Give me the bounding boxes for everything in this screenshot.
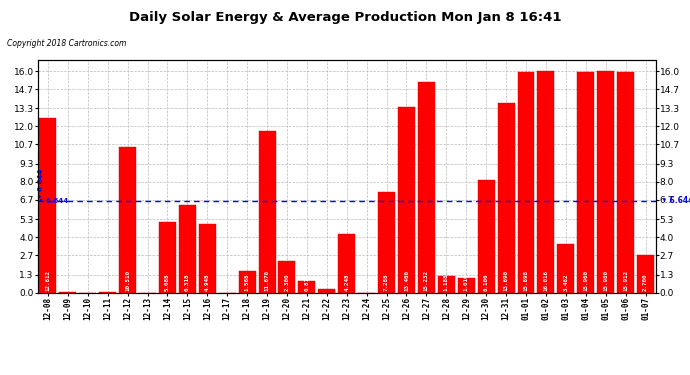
Bar xyxy=(318,289,335,292)
Text: 15.912: 15.912 xyxy=(623,270,628,291)
Bar xyxy=(199,224,216,292)
Bar xyxy=(477,180,495,292)
Text: • 6.644: • 6.644 xyxy=(662,196,690,205)
Bar xyxy=(259,131,275,292)
Bar xyxy=(438,276,455,292)
Text: 2.300: 2.300 xyxy=(284,274,290,291)
Text: 12.612: 12.612 xyxy=(46,270,50,291)
Bar xyxy=(598,71,614,292)
Bar xyxy=(518,72,535,292)
Bar xyxy=(378,192,395,292)
Bar xyxy=(398,107,415,292)
Bar xyxy=(279,261,295,292)
Bar xyxy=(538,71,554,292)
Bar xyxy=(457,279,475,292)
Bar xyxy=(637,255,654,292)
Text: 0.812: 0.812 xyxy=(304,274,309,291)
Text: 3.482: 3.482 xyxy=(563,274,569,291)
Bar xyxy=(298,281,315,292)
Text: 15.898: 15.898 xyxy=(524,270,529,291)
Text: • 6.644: • 6.644 xyxy=(39,198,68,204)
Text: 2.700: 2.700 xyxy=(643,274,648,291)
Bar xyxy=(418,82,435,292)
Text: Daily Solar Energy & Average Production Mon Jan 8 16:41: Daily Solar Energy & Average Production … xyxy=(129,11,561,24)
Text: 15.232: 15.232 xyxy=(424,270,429,291)
Text: 10.510: 10.510 xyxy=(125,270,130,291)
Bar xyxy=(239,271,255,292)
Bar xyxy=(617,72,634,292)
Text: 1.016: 1.016 xyxy=(464,274,469,291)
Text: • 6.644: • 6.644 xyxy=(38,169,44,198)
Bar xyxy=(578,72,594,292)
Text: 4.948: 4.948 xyxy=(205,274,210,291)
Text: 13.400: 13.400 xyxy=(404,270,409,291)
Bar xyxy=(497,103,515,292)
Text: 7.288: 7.288 xyxy=(384,274,389,291)
Text: 15.960: 15.960 xyxy=(583,270,589,291)
Text: 11.670: 11.670 xyxy=(264,270,270,291)
Bar xyxy=(179,205,196,292)
Text: 4.248: 4.248 xyxy=(344,274,349,291)
Text: 6.318: 6.318 xyxy=(185,274,190,291)
Bar xyxy=(39,118,57,292)
Text: 16.016: 16.016 xyxy=(544,270,549,291)
Text: Copyright 2018 Cartronics.com: Copyright 2018 Cartronics.com xyxy=(7,39,126,48)
Text: 15.980: 15.980 xyxy=(603,270,608,291)
Bar xyxy=(119,147,136,292)
Bar xyxy=(558,244,574,292)
Bar xyxy=(99,291,116,292)
Text: 13.690: 13.690 xyxy=(504,270,509,291)
Text: 8.106: 8.106 xyxy=(484,274,489,291)
Text: 1.568: 1.568 xyxy=(245,274,250,291)
Text: 5.088: 5.088 xyxy=(165,274,170,291)
Bar xyxy=(159,222,176,292)
Text: 1.188: 1.188 xyxy=(444,274,448,291)
Bar xyxy=(338,234,355,292)
